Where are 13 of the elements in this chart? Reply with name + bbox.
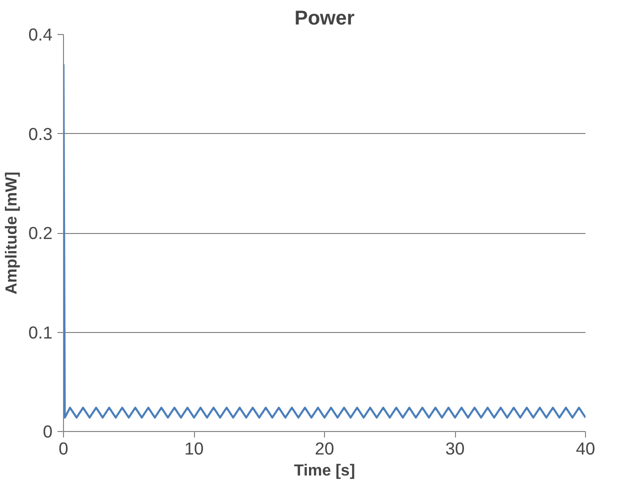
chart-title: Power [294, 8, 355, 30]
x-tick-label: 10 [184, 438, 204, 458]
x-tick-label: 40 [576, 438, 596, 458]
x-tick-label: 0 [58, 438, 68, 458]
y-tick-label: 0.1 [28, 322, 53, 342]
y-tick-label: 0.3 [28, 124, 53, 144]
x-axis-title: Time [s] [294, 462, 356, 480]
x-tick-label: 30 [445, 438, 465, 458]
x-tick-label: 20 [314, 438, 334, 458]
y-tick-label: 0.4 [28, 24, 53, 44]
y-tick-label: 0 [42, 422, 53, 442]
y-tick-label: 0.2 [28, 223, 53, 243]
y-axis-title: Amplitude [mW] [3, 172, 20, 294]
